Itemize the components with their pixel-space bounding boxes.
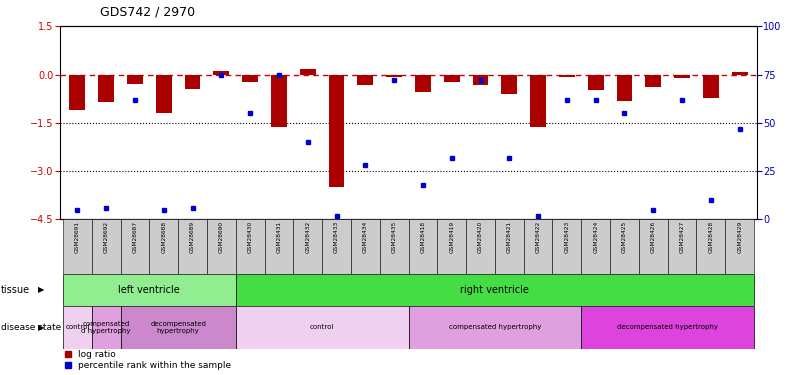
Bar xyxy=(63,306,92,349)
Bar xyxy=(588,75,604,90)
Text: GSM28428: GSM28428 xyxy=(708,221,714,253)
Bar xyxy=(409,306,582,349)
Bar xyxy=(149,219,178,274)
Bar xyxy=(524,219,553,274)
Text: disease state: disease state xyxy=(1,322,61,332)
Bar xyxy=(380,219,409,274)
Text: GSM28426: GSM28426 xyxy=(650,221,656,253)
Text: right ventricle: right ventricle xyxy=(461,285,529,295)
Bar xyxy=(207,219,235,274)
Bar xyxy=(703,75,718,98)
Text: GSM28687: GSM28687 xyxy=(132,221,138,253)
Text: GSM28688: GSM28688 xyxy=(161,221,167,253)
Bar xyxy=(184,75,200,89)
Bar xyxy=(559,75,575,77)
Bar xyxy=(386,75,402,77)
Bar xyxy=(120,219,149,274)
Bar xyxy=(235,274,754,306)
Text: control: control xyxy=(310,324,334,330)
Bar xyxy=(495,219,524,274)
Text: GSM28431: GSM28431 xyxy=(276,221,281,253)
Bar xyxy=(92,306,120,349)
Text: GSM28421: GSM28421 xyxy=(507,221,512,253)
Bar xyxy=(437,219,466,274)
Bar xyxy=(617,75,633,101)
Bar xyxy=(501,75,517,94)
Bar xyxy=(582,306,754,349)
Bar xyxy=(697,219,725,274)
Bar xyxy=(639,219,668,274)
Bar xyxy=(668,219,697,274)
Text: GDS742 / 2970: GDS742 / 2970 xyxy=(100,6,195,19)
Bar xyxy=(610,219,639,274)
Bar xyxy=(328,75,344,187)
Text: decompensated hypertrophy: decompensated hypertrophy xyxy=(618,324,718,330)
Text: GSM28435: GSM28435 xyxy=(392,221,396,253)
Bar xyxy=(213,70,229,75)
Bar xyxy=(725,219,754,274)
Bar xyxy=(646,75,661,87)
Bar xyxy=(92,219,120,274)
Text: GSM28690: GSM28690 xyxy=(219,221,223,253)
Text: control: control xyxy=(65,324,90,330)
Text: GSM28420: GSM28420 xyxy=(478,221,483,253)
Text: decompensated
hypertrophy: decompensated hypertrophy xyxy=(151,321,206,334)
Text: left ventricle: left ventricle xyxy=(119,285,180,295)
Bar xyxy=(178,219,207,274)
Bar xyxy=(242,75,258,82)
Text: GSM28422: GSM28422 xyxy=(536,221,541,253)
Bar xyxy=(293,219,322,274)
Text: GSM28425: GSM28425 xyxy=(622,221,627,253)
Text: GSM28692: GSM28692 xyxy=(103,221,109,253)
Bar xyxy=(444,75,460,82)
Bar xyxy=(582,219,610,274)
Text: GSM28691: GSM28691 xyxy=(74,221,80,253)
Text: ▶: ▶ xyxy=(38,285,45,294)
Bar xyxy=(99,75,114,102)
Bar xyxy=(530,75,546,127)
Bar xyxy=(351,219,380,274)
Bar xyxy=(70,75,85,110)
Bar xyxy=(271,75,287,127)
Bar xyxy=(235,219,264,274)
Bar xyxy=(63,219,92,274)
Bar xyxy=(553,219,582,274)
Text: GSM28419: GSM28419 xyxy=(449,221,454,253)
Bar xyxy=(415,75,431,92)
Bar xyxy=(235,306,409,349)
Text: GSM28429: GSM28429 xyxy=(737,221,743,253)
Text: tissue: tissue xyxy=(1,285,30,295)
Bar xyxy=(322,219,351,274)
Bar xyxy=(409,219,437,274)
Text: GSM28424: GSM28424 xyxy=(594,221,598,253)
Text: GSM28689: GSM28689 xyxy=(190,221,195,253)
Text: GSM28432: GSM28432 xyxy=(305,221,310,253)
Text: GSM28434: GSM28434 xyxy=(363,221,368,253)
Text: GSM28433: GSM28433 xyxy=(334,221,339,253)
Bar xyxy=(300,69,316,75)
Bar xyxy=(156,75,171,113)
Bar xyxy=(264,219,293,274)
Bar xyxy=(357,75,373,85)
Bar xyxy=(466,219,495,274)
Bar xyxy=(63,274,235,306)
Text: GSM28423: GSM28423 xyxy=(565,221,570,253)
Text: GSM28430: GSM28430 xyxy=(248,221,252,253)
Bar xyxy=(732,72,747,75)
Text: compensated
d hypertrophy: compensated d hypertrophy xyxy=(82,321,131,334)
Bar xyxy=(674,75,690,78)
Text: GSM28427: GSM28427 xyxy=(679,221,685,253)
Text: ▶: ▶ xyxy=(38,322,45,332)
Text: GSM28418: GSM28418 xyxy=(421,221,425,253)
Bar xyxy=(120,306,235,349)
Text: compensated hypertrophy: compensated hypertrophy xyxy=(449,324,541,330)
Legend: log ratio, percentile rank within the sample: log ratio, percentile rank within the sa… xyxy=(65,350,231,370)
Bar xyxy=(127,75,143,84)
Bar xyxy=(473,75,489,85)
